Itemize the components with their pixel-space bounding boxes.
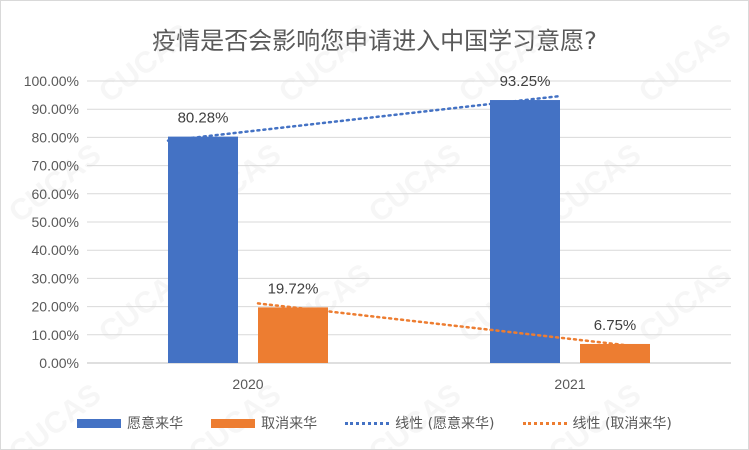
data-label: 93.25% [500,73,551,90]
legend: 愿意来华 取消来华 线性 (愿意来华) 线性 (取消来华) [1,413,748,433]
legend-label-series-1: 愿意来华 [127,416,184,432]
legend-swatch-trend-1 [345,421,390,425]
bar [168,136,238,363]
watermark-text: CUCAS [453,18,557,110]
data-label: 80.28% [178,110,229,127]
y-tick-label: 0.00% [39,355,79,371]
legend-swatch-trend-2 [522,421,567,425]
bar [490,100,560,363]
y-tick-label: 70.00% [32,158,79,174]
bar [258,307,328,363]
data-label: 6.75% [594,317,637,334]
y-tick-label: 100.00% [24,73,79,89]
data-label: 19.72% [268,280,319,297]
legend-label-trend-2: 线性 (取消来华) [572,416,672,432]
legend-swatch-series-1 [77,418,122,428]
bar [580,343,650,363]
y-tick-label: 30.00% [32,270,79,286]
watermark-text: CUCAS [633,258,737,350]
y-tick-label: 80.00% [32,129,79,145]
legend-swatch-series-2 [211,418,256,428]
watermark-text: CUCAS [93,18,197,110]
legend-label-series-2: 取消来华 [261,416,318,432]
trendline [256,302,652,350]
legend-label-trend-1: 线性 (愿意来华) [395,416,495,432]
y-tick-label: 90.00% [32,101,79,117]
legend-item-trend-2[interactable]: 线性 (取消来华) [522,413,672,433]
legend-item-trend-1[interactable]: 线性 (愿意来华) [345,413,495,433]
watermark-text: CUCAS [633,18,737,110]
chart-title: 疫情是否会影响您申请进入中国学习意愿? [152,27,597,55]
y-tick-label: 10.00% [32,327,79,343]
legend-item-series-2[interactable]: 取消来华 [211,413,317,433]
watermark-text: CUCAS [273,18,377,110]
watermark-text: CUCAS [363,138,467,230]
y-tick-label: 50.00% [32,214,79,230]
y-tick-label: 40.00% [32,242,79,258]
x-tick-label: 2021 [554,376,585,392]
trendline [166,94,562,142]
x-tick-label: 2020 [232,376,263,392]
y-tick-label: 60.00% [32,186,79,202]
legend-item-series-1[interactable]: 愿意来华 [77,413,183,433]
y-tick-label: 20.00% [32,299,79,315]
